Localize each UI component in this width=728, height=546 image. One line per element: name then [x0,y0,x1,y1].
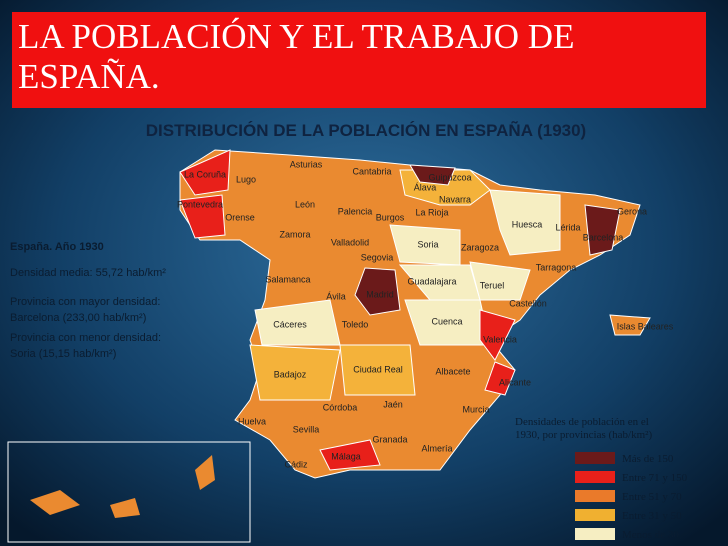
legend-swatch [575,471,615,483]
province-label: Granada [372,434,407,444]
province-label: La Coruña [184,169,226,179]
legend-title: 1930, por provincias (hab/km²) [515,429,652,441]
legend-title: Densidades de población en el [515,416,649,428]
province-label: Palencia [338,206,373,216]
province-label: Córdoba [323,402,358,412]
province-label: Cádiz [284,459,308,469]
legend-swatch [575,452,615,464]
province-label: Guipúzcoa [428,172,471,182]
province-label: Navarra [439,194,471,204]
province-shape [484,361,516,396]
province-label: Lérida [555,222,580,232]
info-line: Barcelona (233,00 hab/km²) [10,312,146,324]
legend-label: Más de 150 [622,453,674,465]
province-label: Segovia [361,252,394,262]
province-label: Zamora [279,229,310,239]
province-label: Almería [421,443,452,453]
province-labels: La Coruña LugoAsturiasCantabriaGuipúzcoaÁ… [177,159,674,469]
province-label: Soria [417,239,438,249]
info-line: Provincia con mayor densidad: [10,296,160,308]
province-label: Salamanca [265,274,310,284]
province-shape [489,189,561,256]
province-label: Ávila [326,291,346,301]
balearic-shape [609,314,651,336]
canary-box [7,441,251,543]
province-shape [479,309,516,361]
legend-label: Entre 71 y 150 [622,472,688,484]
province-label: Madrid [366,289,394,299]
info-line: España. Año 1930 [10,241,104,253]
province-label: Murcia [462,404,489,414]
legend-swatch [575,509,615,521]
province-label: Ciudad Real [353,364,403,374]
province-label: Valencia [483,334,517,344]
info-line: Soria (15,15 hab/km²) [10,348,116,360]
canary-shape [195,455,215,490]
province-label: Asturias [290,159,323,169]
province-label: La Rioja [415,207,448,217]
title-line: ESPAÑA. [18,57,160,96]
province-shape [249,344,341,401]
province-label: Lugo [236,174,256,184]
legend-swatch [575,528,615,540]
province-label: Cuenca [431,316,462,326]
province-label: Sevilla [293,424,320,434]
legend-label: Menos de 30 [622,529,679,541]
province-label: Barcelona [583,232,624,242]
canary-shape [110,498,140,518]
province-label: Valladolid [331,237,369,247]
province-shape [584,204,621,256]
province-shape [469,261,531,301]
title-bar [12,12,706,108]
map-title: DISTRIBUCIÓN DE LA POBLACIÓN EN ESPAÑA (… [146,120,586,140]
province-label: Álava [414,182,437,192]
province-label: Jaén [383,399,403,409]
legend-label: Entre 31 y 50 [622,510,682,522]
province-label: Zaragoza [461,242,499,252]
province-label: Alicante [499,377,531,387]
province-label: Málaga [331,451,361,461]
province-label: Cáceres [273,319,307,329]
province-label: Burgos [376,212,405,222]
info-line: Densidad media: 55,72 hab/km² [10,267,166,279]
province-label: Huelva [238,416,266,426]
legend: Densidades de población en el 1930, por … [515,416,688,541]
province-shape [179,194,226,239]
province-shape [339,344,416,396]
province-label: Tarragona [536,262,577,272]
info-box: España. Año 1930 Densidad media: 55,72 h… [10,241,166,360]
title-line: LA POBLACIÓN Y EL TRABAJO DE ESPAÑA. [18,16,574,96]
legend-label: Entre 51 y 70 [622,491,682,503]
province-label: Islas Baleares [617,321,674,331]
province-shape [179,149,231,196]
province-label: Huesca [512,219,543,229]
province-label: Castellón [509,298,547,308]
province-shape [354,267,401,316]
province-shape [319,439,381,471]
info-line: Provincia con menor densidad: [10,332,161,344]
legend-swatch [575,490,615,502]
province-shape [409,164,456,186]
province-label: Badajoz [274,369,307,379]
map-shapes [7,149,651,543]
province-label: Orense [225,212,255,222]
canary-shape [30,490,80,515]
province-label: León [295,199,315,209]
province-label: Teruel [480,280,505,290]
province-label: Pontevedra [177,199,223,209]
province-label: Guadalajara [407,276,456,286]
province-label: Gerona [617,206,647,216]
province-label: Toledo [342,319,369,329]
province-label: Cantabria [352,166,391,176]
title-line: LA POBLACIÓN Y EL TRABAJO DE [18,16,574,56]
province-label: Albacete [435,366,470,376]
